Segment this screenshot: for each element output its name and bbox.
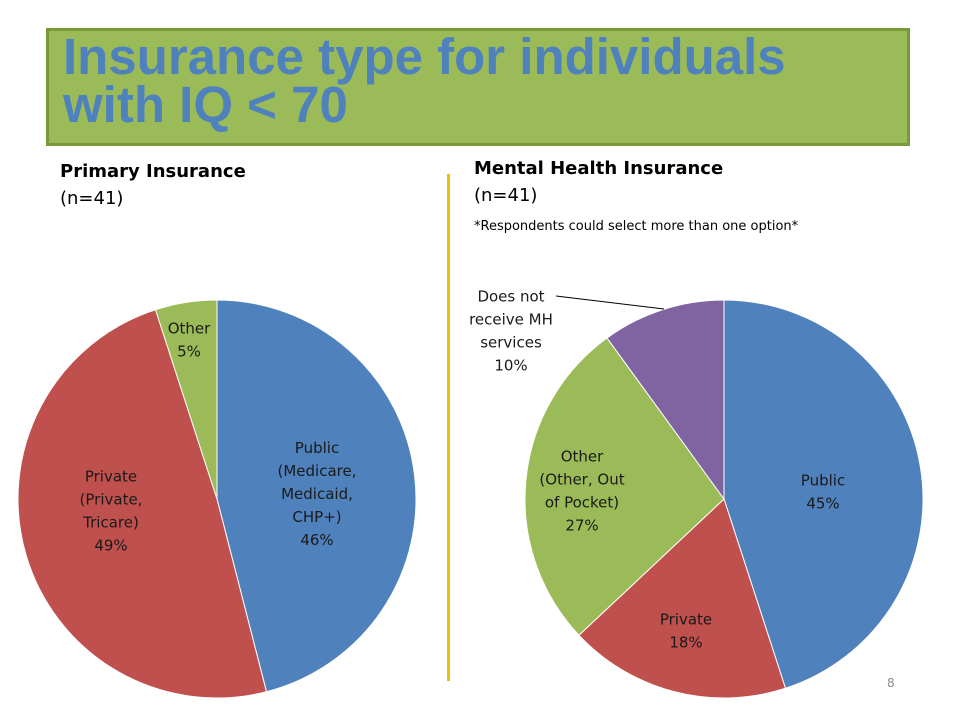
pie1-label-2: Private (Private, Tricare) 49% [80, 468, 143, 555]
pie2-label-4-line-1: Does not [477, 288, 544, 306]
pie1-label-1-line-1: Public [295, 439, 339, 457]
pie2-label-4-line-3: services [480, 334, 542, 352]
mental-health-title: Mental Health Insurance [474, 158, 724, 179]
pie2-label-1-line-1: Public [801, 472, 845, 490]
pie2-label-3-line-1: Other [561, 448, 604, 466]
mental-health-n: (n=41) [474, 185, 538, 206]
pie1-label-2-line-1: Private [85, 468, 137, 486]
primary-insurance-n: (n=41) [60, 188, 124, 209]
pie2-label-4-line-4: 10% [494, 357, 527, 375]
pie2-slice-2 [578, 498, 787, 699]
mental-health-note: *Respondents could select more than one … [474, 219, 799, 234]
pie2-label-1: Public 45% [801, 472, 845, 513]
mental-health-heading: Mental Health Insurance (n=41) *Responde… [474, 155, 798, 245]
pie1-slice-3 [154, 299, 218, 500]
pie1-label-3: Other 5% [168, 320, 211, 361]
pie1-label-3-line-2: 5% [177, 343, 201, 361]
pie1-label-1-line-2: (Medicare, [278, 462, 357, 480]
pie2-slice-4 [606, 299, 725, 501]
pie2-label-4: Does not receive MH services 10% [469, 288, 553, 375]
pie2-slice-3 [524, 337, 725, 636]
pie2-label-1-line-2: 45% [806, 495, 839, 513]
primary-insurance-title: Primary Insurance [60, 161, 246, 182]
slide-title-line-1: Insurance type for individuals [63, 28, 786, 85]
pie1-label-3-line-1: Other [168, 320, 211, 338]
page-number: 8 [887, 676, 895, 690]
slide-title-line-2: with IQ < 70 [63, 76, 348, 133]
pie1-label-1-line-4: CHP+) [292, 508, 341, 526]
pie2-label-2-line-2: 18% [669, 634, 702, 652]
pie2-label-4-line-2: receive MH [469, 311, 553, 329]
pie2-label-2: Private 18% [660, 611, 712, 652]
pie2-slice-1 [723, 299, 924, 689]
pie1-slice-1 [216, 299, 417, 693]
pie2-label-3-line-2: (Other, Out [539, 471, 624, 489]
primary-insurance-heading: Primary Insurance (n=41) [60, 158, 246, 212]
pie1-label-1-line-5: 46% [300, 531, 333, 549]
divider-line [447, 174, 450, 681]
pie2-label-2-line-1: Private [660, 611, 712, 629]
pie2-leader-line [555, 295, 665, 310]
pie1-label-2-line-2: (Private, [80, 491, 143, 509]
title-banner: Insurance type for individuals with IQ <… [46, 28, 910, 146]
pie2-label-3-line-4: 27% [565, 517, 598, 535]
slide-title: Insurance type for individuals with IQ <… [63, 28, 903, 133]
pie2-label-3-line-3: of Pocket) [545, 494, 619, 512]
pie1-label-2-line-4: 49% [94, 537, 127, 555]
pie1-label-2-line-3: Tricare) [82, 514, 139, 532]
pie1-label-1-line-3: Medicaid, [281, 485, 353, 503]
pie2-label-3: Other (Other, Out of Pocket) 27% [539, 448, 624, 535]
pie1-label-1: Public (Medicare, Medicaid, CHP+) 46% [278, 439, 357, 549]
pie1-slice-2 [17, 309, 268, 699]
